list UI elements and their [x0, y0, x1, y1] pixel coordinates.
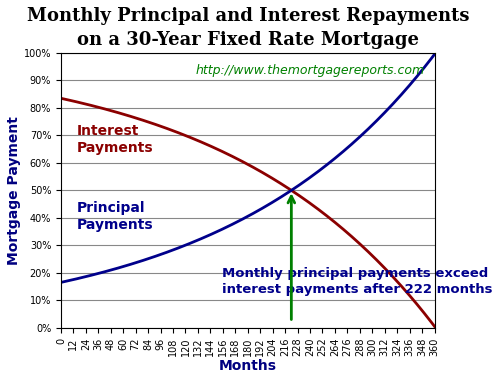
- Text: http://www.themortgagereports.com: http://www.themortgagereports.com: [195, 64, 424, 77]
- Text: Principal
Payments: Principal Payments: [77, 201, 153, 231]
- Y-axis label: Mortgage Payment: Mortgage Payment: [7, 116, 21, 265]
- Text: Interest
Payments: Interest Payments: [77, 124, 153, 155]
- Title: Monthly Principal and Interest Repayments
on a 30-Year Fixed Rate Mortgage: Monthly Principal and Interest Repayment…: [27, 7, 469, 49]
- Text: Monthly principal payments exceed
interest payments after 222 months: Monthly principal payments exceed intere…: [222, 267, 493, 296]
- X-axis label: Months: Months: [219, 359, 277, 373]
